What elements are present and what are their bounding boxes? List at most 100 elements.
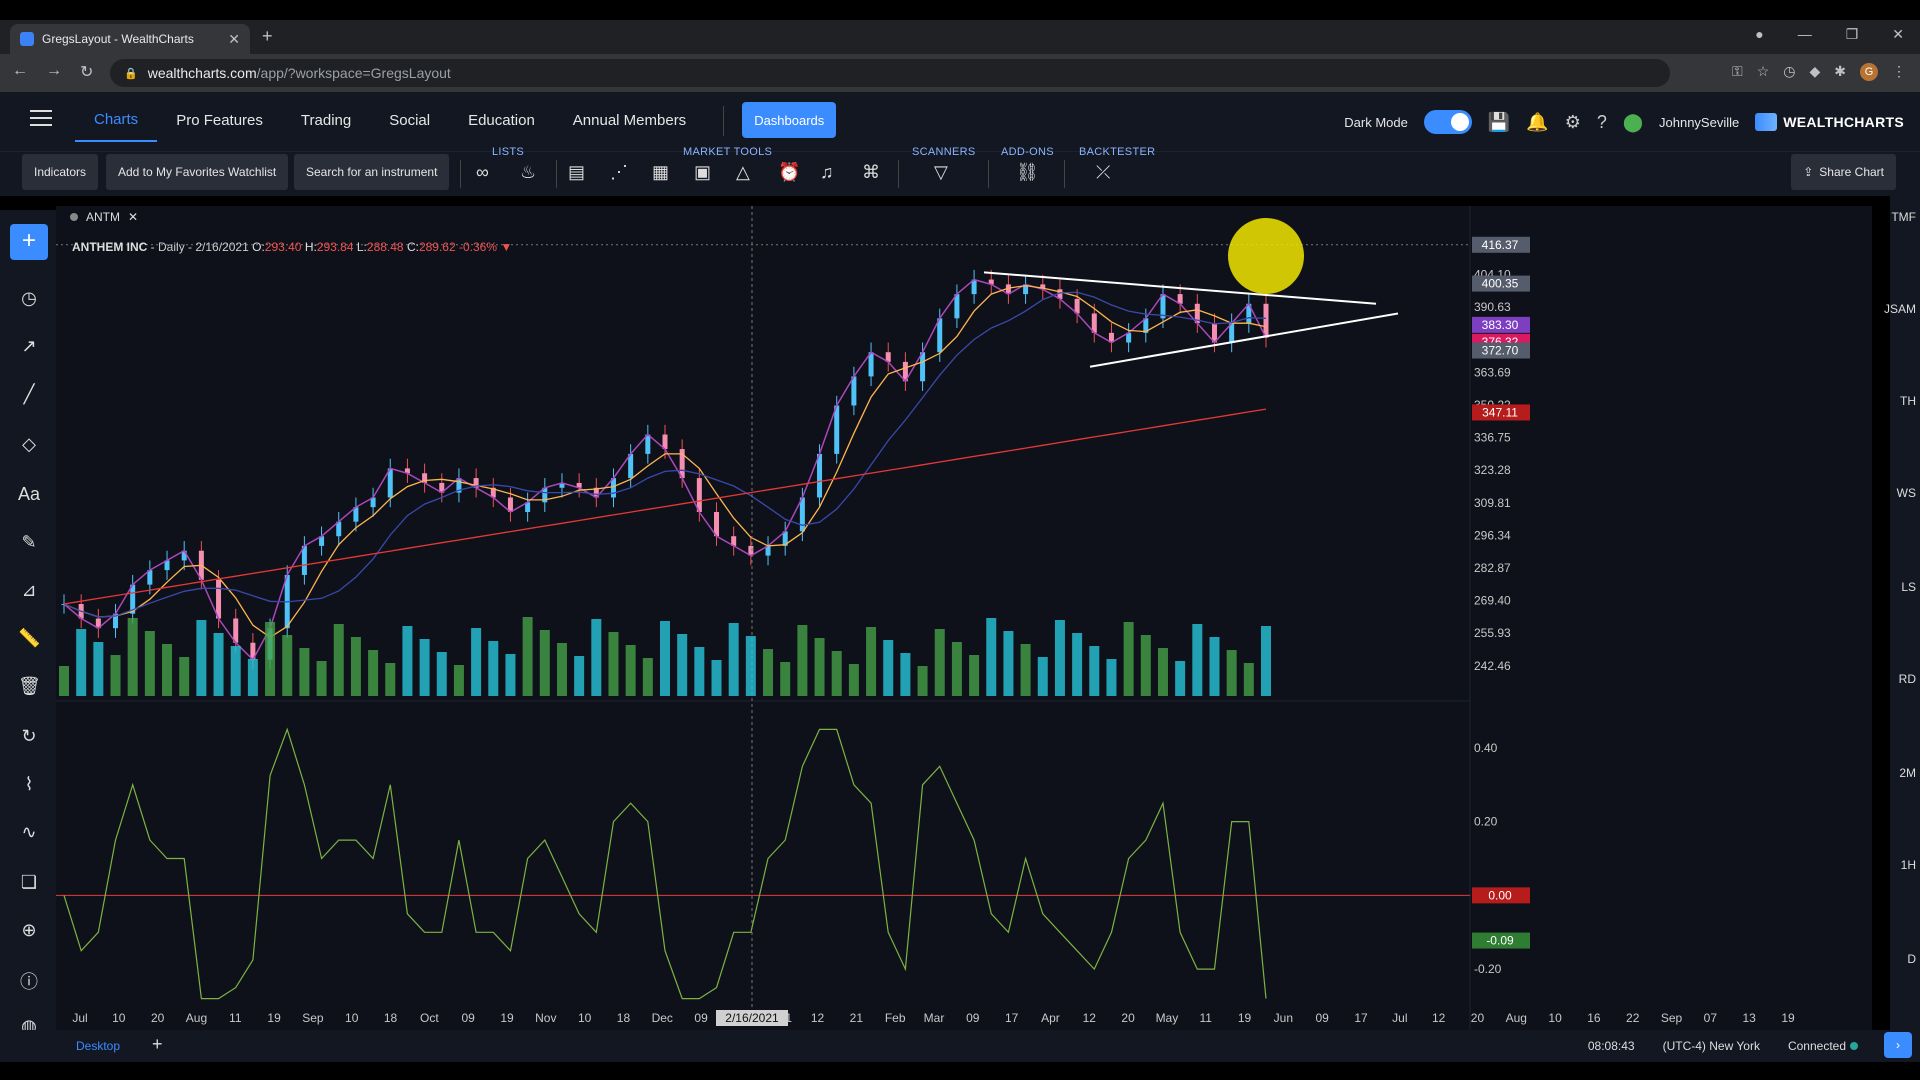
glasses-icon[interactable]: ∞ [476, 162, 489, 182]
trend-icon[interactable]: ↗ [21, 336, 37, 356]
connection-status: Connected [1788, 1039, 1858, 1053]
history-icon[interactable]: ◷ [1783, 63, 1796, 79]
restore-icon[interactable]: ❐ [1845, 26, 1859, 42]
indicator-line-icon[interactable]: ∿ [21, 822, 37, 842]
bell-icon[interactable]: 🔔 [1526, 111, 1549, 132]
line-icon[interactable]: ╱ [23, 384, 35, 404]
chart-type-icon[interactable]: ⌇ [24, 774, 34, 794]
news-icon[interactable]: ▤ [568, 162, 586, 182]
indicators-button[interactable]: Indicators [22, 154, 99, 190]
nav-charts[interactable]: Charts [75, 98, 158, 142]
chart-area[interactable]: 404.10390.63363.69350.22336.75323.28309.… [56, 206, 1872, 1030]
username[interactable]: JohnnySeville [1659, 114, 1740, 130]
tf-th[interactable]: TH [1900, 394, 1916, 408]
desktop-tab[interactable]: Desktop [76, 1039, 121, 1053]
ruler-icon[interactable]: 📏 [18, 628, 41, 648]
grid-icon[interactable]: ⌘ [862, 162, 880, 182]
symbol-tab[interactable]: ANTM ✕ [70, 210, 138, 224]
browser-tab[interactable]: GregsLayout - WealthCharts ✕ [10, 24, 250, 54]
x-tick-label: 20 [1121, 1011, 1135, 1025]
share-chart-button[interactable]: ⇪ Share Chart [1791, 154, 1896, 190]
x-tick-label: Apr [1041, 1011, 1060, 1025]
window-close-icon[interactable]: ✕ [1892, 26, 1904, 42]
tf-jsam[interactable]: JSAM [1883, 302, 1916, 316]
alarm-icon[interactable]: ⏰ [778, 162, 801, 182]
alert-icon[interactable]: △ [736, 162, 750, 182]
scatter-icon[interactable]: ⋰ [610, 162, 628, 182]
tf-1h[interactable]: 1H [1900, 858, 1916, 872]
main-nav: Charts Pro Features Trading Social Educa… [75, 92, 837, 152]
window-controls: ● — ❐ ✕ [1755, 26, 1904, 43]
candle-body [1160, 294, 1166, 319]
browser-avatar[interactable]: G [1860, 63, 1878, 81]
link-icon[interactable]: ⛓ [1016, 162, 1039, 182]
layers-icon[interactable]: ❏ [20, 872, 38, 892]
browser-menu-icon[interactable]: ⋮ [1892, 63, 1906, 79]
nav-buttons: ← → ↻ [12, 62, 93, 82]
save-icon[interactable]: 💾 [1487, 111, 1511, 132]
add-favorites-button[interactable]: Add to My Favorites Watchlist [106, 154, 289, 190]
calendar-icon[interactable]: ▦ [652, 162, 670, 182]
reload-icon[interactable]: ↻ [80, 64, 94, 81]
pencil-icon[interactable]: ✎ [21, 532, 37, 552]
nav-trading[interactable]: Trading [300, 111, 352, 129]
symbol-tab-close-icon[interactable]: ✕ [128, 210, 139, 224]
x-tick-label: Sep [1661, 1011, 1683, 1025]
shapes-icon[interactable]: ◇ [22, 434, 36, 454]
nav-pro-features[interactable]: Pro Features [176, 111, 263, 129]
dark-mode-toggle[interactable] [1423, 110, 1472, 134]
x-tick-label: 10 [345, 1011, 359, 1025]
gear-icon[interactable]: ⚙ [1564, 111, 1581, 132]
x-tick-label: 10 [112, 1011, 126, 1025]
measure-icon[interactable]: ⊿ [21, 580, 37, 600]
status-shield-icon[interactable]: ⬤ [1622, 111, 1643, 132]
extension-badge-icon[interactable]: ◆ [1809, 63, 1821, 79]
info-icon[interactable]: ⓘ [20, 972, 38, 992]
tf-ls[interactable]: LS [1901, 580, 1916, 594]
flame-icon[interactable]: ♨ [520, 162, 537, 182]
calculator-icon[interactable]: ▣ [694, 162, 712, 182]
add-layout-icon[interactable]: + [152, 1034, 163, 1054]
puzzle-icon[interactable]: ✱ [1834, 63, 1846, 79]
nav-annual-members[interactable]: Annual Members [572, 111, 687, 129]
legend-open: 293.40 [264, 240, 302, 254]
url-field[interactable]: 🔒 wealthcharts.com/app/?workspace=GregsL… [110, 59, 1670, 87]
expand-icon[interactable]: › [1884, 1032, 1912, 1058]
search-instrument-button[interactable]: Search for an instrument [294, 154, 450, 190]
star-icon[interactable]: ☆ [1756, 63, 1770, 79]
volume-bar [230, 646, 241, 696]
backtester-icon[interactable]: ⤫ [1096, 162, 1111, 182]
dashboards-button[interactable]: Dashboards [742, 102, 837, 138]
status-timezone[interactable]: (UTC-4) New York [1662, 1039, 1760, 1053]
nav-social[interactable]: Social [389, 111, 431, 129]
crosshair-icon[interactable]: ⊕ [21, 920, 37, 940]
minimize-icon[interactable]: — [1797, 26, 1812, 42]
trash-icon[interactable]: 🗑 [18, 676, 41, 696]
tf-rd[interactable]: RD [1898, 672, 1916, 686]
key-icon[interactable]: ⚿ [1732, 63, 1743, 79]
x-tick-label: Aug [186, 1011, 207, 1025]
clock-icon[interactable]: ◷ [21, 288, 37, 308]
back-icon[interactable]: ← [12, 62, 28, 79]
nav-education[interactable]: Education [468, 111, 535, 129]
hamburger-menu-icon[interactable] [30, 110, 52, 131]
tf-2m[interactable]: 2M [1899, 766, 1916, 780]
tf-d[interactable]: D [1907, 952, 1916, 966]
volume-bar [1209, 637, 1220, 696]
volume-bar [1140, 635, 1151, 696]
forward-icon[interactable]: → [46, 62, 62, 79]
new-tab-icon[interactable]: + [262, 26, 273, 46]
x-tick-label: 09 [1316, 1011, 1330, 1025]
filter-icon[interactable]: ▽ [934, 162, 948, 182]
help-icon[interactable]: ? [1596, 111, 1607, 132]
tf-tmf[interactable]: TMF [1891, 210, 1916, 224]
refresh-icon[interactable]: ↻ [21, 726, 37, 746]
volume-bar [368, 650, 379, 696]
add-drawing-icon[interactable]: + [10, 224, 48, 260]
text-icon[interactable]: Aa [18, 484, 41, 504]
tab-close-icon[interactable]: ✕ [228, 30, 240, 47]
price-chart[interactable]: 404.10390.63363.69350.22336.75323.28309.… [56, 206, 1872, 1030]
bell-outline-icon[interactable]: ♫ [820, 162, 834, 182]
profile-indicator-icon[interactable]: ● [1755, 26, 1764, 42]
tf-ws[interactable]: WS [1896, 486, 1916, 500]
